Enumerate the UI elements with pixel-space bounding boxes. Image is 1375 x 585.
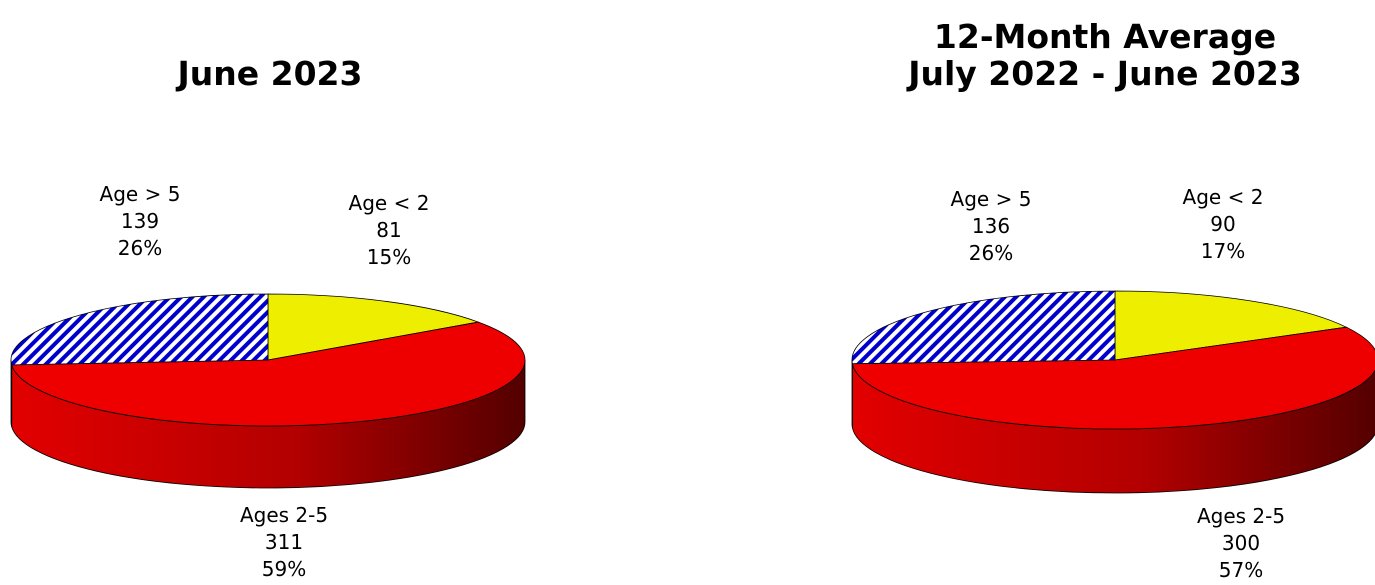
slice-label-ages-2-5: Ages 2-5 311 59% (204, 502, 364, 583)
slice-label-value: 81 (376, 218, 402, 242)
slice-label-name: Age > 5 (99, 182, 181, 206)
chart-title-line-1: June 2023 (177, 54, 363, 93)
slice-label-percent: 26% (968, 241, 1014, 265)
slice-label-name: Ages 2-5 (239, 503, 329, 527)
slice-label-percent: 26% (117, 236, 163, 260)
chart-title: June 2023 (0, 55, 540, 92)
chart-june-2023: June 2023 Age > 5 139 26% Age < 2 81 15%… (0, 0, 540, 585)
slice-label-value: 136 (971, 214, 1011, 238)
pie-slice-age-5 (10, 293, 269, 366)
slice-label-age-over-5: Age > 5 136 26% (911, 186, 1071, 267)
chart-subtitle: July 2022 - June 2023 (908, 54, 1302, 93)
chart-12-month-average: 12-Month Average July 2022 - June 2023 A… (835, 0, 1375, 585)
slice-label-percent: 17% (1200, 239, 1246, 263)
pie-chart-june-2023 (10, 293, 526, 489)
pie-slice-ages-2-5 (11, 321, 526, 427)
slice-label-percent: 15% (366, 245, 412, 269)
pie-slice-ages-2-5 (851, 326, 1375, 430)
slice-label-value: 90 (1210, 212, 1236, 236)
slice-label-name: Age < 2 (348, 191, 430, 215)
pie-slice-age-2 (267, 293, 480, 361)
slice-label-value: 139 (120, 209, 160, 233)
pie-slice-age-2 (1114, 290, 1348, 361)
slice-label-age-over-5: Age > 5 139 26% (60, 181, 220, 262)
slice-label-value: 311 (264, 530, 304, 554)
chart-title: 12-Month Average July 2022 - June 2023 (835, 18, 1375, 92)
chart-title-line-1: 12-Month Average (933, 17, 1277, 56)
slice-label-value: 300 (1221, 531, 1261, 555)
slice-label-age-under-2: Age < 2 90 17% (1143, 184, 1303, 265)
pie-chart-12-month-average (851, 290, 1375, 494)
slice-label-age-under-2: Age < 2 81 15% (309, 190, 469, 271)
slice-label-percent: 57% (1218, 558, 1264, 582)
slice-label-name: Age > 5 (950, 187, 1032, 211)
slice-label-name: Age < 2 (1182, 185, 1264, 209)
slice-label-ages-2-5: Ages 2-5 300 57% (1161, 503, 1321, 584)
pie-slice-age-5 (851, 290, 1116, 365)
slice-label-name: Ages 2-5 (1196, 504, 1286, 528)
slice-label-percent: 59% (261, 557, 307, 581)
pie-side-age-5 (10, 359, 13, 427)
